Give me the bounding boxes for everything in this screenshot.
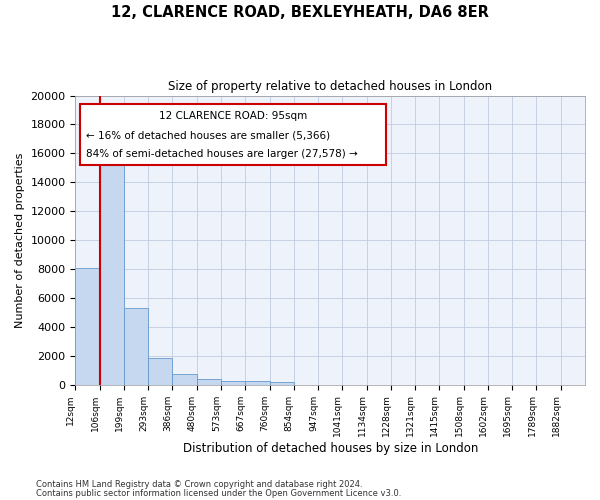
Text: Contains HM Land Registry data © Crown copyright and database right 2024.: Contains HM Land Registry data © Crown c… bbox=[36, 480, 362, 489]
Text: ← 16% of detached houses are smaller (5,366): ← 16% of detached houses are smaller (5,… bbox=[86, 131, 330, 141]
Bar bbox=[172, 374, 197, 384]
Bar bbox=[269, 382, 294, 384]
Bar bbox=[245, 382, 269, 384]
Text: Contains public sector information licensed under the Open Government Licence v3: Contains public sector information licen… bbox=[36, 488, 401, 498]
Text: 12, CLARENCE ROAD, BEXLEYHEATH, DA6 8ER: 12, CLARENCE ROAD, BEXLEYHEATH, DA6 8ER bbox=[111, 5, 489, 20]
X-axis label: Distribution of detached houses by size in London: Distribution of detached houses by size … bbox=[182, 442, 478, 455]
Text: 84% of semi-detached houses are larger (27,578) →: 84% of semi-detached houses are larger (… bbox=[86, 149, 358, 159]
Bar bbox=[76, 268, 100, 384]
Title: Size of property relative to detached houses in London: Size of property relative to detached ho… bbox=[168, 80, 492, 93]
Y-axis label: Number of detached properties: Number of detached properties bbox=[15, 152, 25, 328]
Bar bbox=[197, 379, 221, 384]
Text: 12 CLARENCE ROAD: 95sqm: 12 CLARENCE ROAD: 95sqm bbox=[159, 112, 308, 122]
Bar bbox=[148, 358, 172, 384]
Bar bbox=[100, 144, 124, 384]
Bar bbox=[221, 380, 245, 384]
FancyBboxPatch shape bbox=[80, 104, 386, 165]
Bar bbox=[124, 308, 148, 384]
